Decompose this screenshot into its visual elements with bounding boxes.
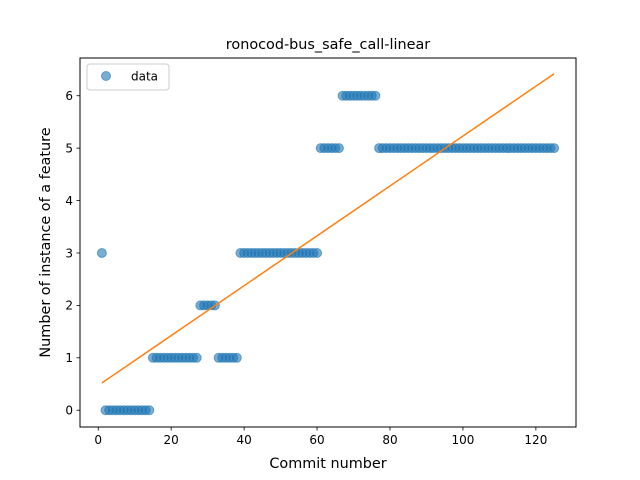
y-tick-label: 3	[65, 246, 73, 260]
legend-marker-data	[101, 71, 111, 81]
fit-line	[101, 73, 555, 384]
y-tick-label: 0	[65, 404, 73, 418]
x-tick-label: 0	[94, 433, 102, 447]
x-tick-label: 120	[524, 433, 547, 447]
data-point-75	[370, 90, 381, 101]
legend: data	[86, 63, 170, 91]
data-point-0	[96, 247, 107, 258]
x-axis-label: Commit number	[269, 456, 386, 472]
y-tick-label: 6	[65, 89, 73, 103]
y-tick-label: 4	[65, 194, 73, 208]
x-tick-label: 60	[309, 433, 324, 447]
y-tick-label: 1	[65, 351, 73, 365]
legend-box	[86, 63, 170, 91]
plot-area	[96, 73, 560, 416]
y-tick-label: 5	[65, 141, 73, 155]
data-point-124	[549, 143, 560, 154]
y-tick-label: 2	[65, 299, 73, 313]
x-tick-label: 80	[382, 433, 397, 447]
axis-ticks: 0 20 40 60 80 100 120 0 1 2 3 4 5 6	[65, 89, 547, 447]
data-point-37	[231, 352, 242, 363]
data-point-59	[312, 247, 323, 258]
legend-label-data: data	[131, 70, 158, 84]
axes-frame	[79, 57, 577, 428]
x-tick-label: 20	[164, 433, 179, 447]
data-point-26	[191, 352, 202, 363]
x-tick-label: 100	[451, 433, 474, 447]
data-point-13	[144, 405, 155, 416]
y-axis-label: Number of instance of a feature	[38, 127, 54, 357]
chart-title: ronocod-bus_safe_call-linear	[226, 37, 430, 53]
x-tick-label: 40	[236, 433, 251, 447]
data-point-65	[333, 143, 344, 154]
